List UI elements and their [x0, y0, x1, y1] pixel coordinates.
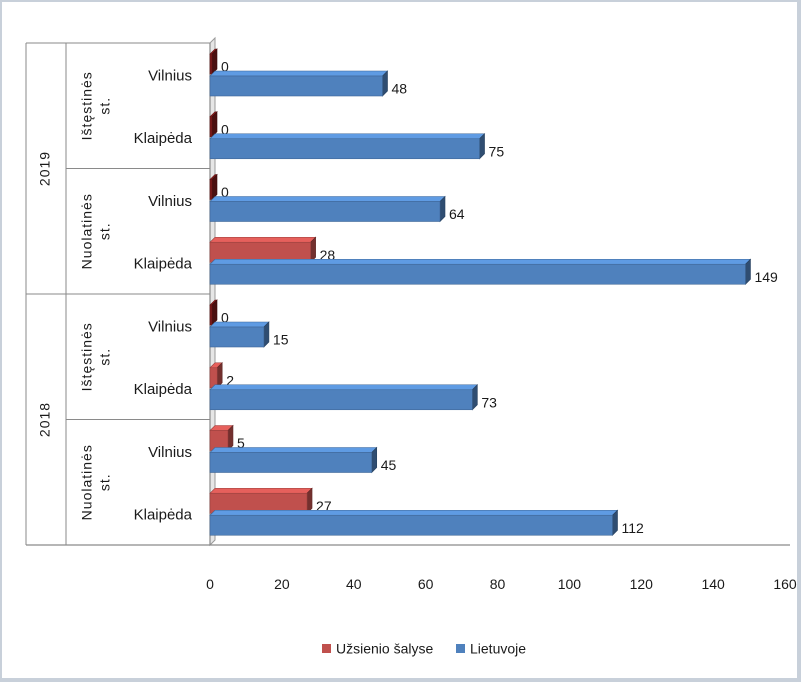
bar-uzsienio: [209, 179, 213, 200]
x-tick-label: 0: [206, 576, 214, 592]
data-label: 2: [226, 372, 234, 388]
bar-uzsienio-top: [209, 236, 317, 243]
data-label: 64: [449, 206, 465, 222]
city-label: Vilnius: [148, 193, 192, 210]
legend-label-lietuvoje: Lietuvoje: [470, 641, 526, 657]
data-label: 45: [381, 457, 397, 473]
city-label: Klaipėda: [134, 507, 193, 524]
bar-lietuvoje: [209, 389, 473, 411]
group-label: st.: [97, 473, 113, 491]
city-label: Klaipėda: [134, 256, 193, 273]
year-label: 2019: [37, 151, 53, 186]
year-label: 2018: [37, 402, 53, 437]
legend-swatch-lietuvoje: [456, 644, 465, 653]
data-label: 0: [221, 59, 229, 75]
data-label: 112: [622, 520, 645, 536]
legend-swatch-uzsienio: [322, 644, 331, 653]
x-tick-label: 140: [701, 576, 725, 592]
x-tick-label: 20: [274, 576, 290, 592]
city-label: Vilnius: [148, 67, 192, 84]
bar-uzsienio: [209, 116, 213, 138]
legend-label-uzsienio: Užsienio šalyse: [336, 641, 433, 657]
bar-lietuvoje-top: [209, 196, 446, 202]
bar-lietuvoje: [209, 75, 383, 97]
data-label: 0: [221, 121, 229, 137]
data-label: 0: [221, 310, 229, 326]
bar-lietuvoje: [209, 201, 441, 222]
bar-lietuvoje-top: [209, 447, 378, 453]
group-label: Ištęstinės: [79, 71, 95, 140]
data-label: 5: [237, 435, 245, 451]
x-tick-label: 60: [418, 576, 434, 592]
x-tick-label: 80: [490, 576, 506, 592]
data-label: 73: [481, 394, 497, 410]
bar-uzsienio: [209, 53, 213, 75]
data-label: 15: [273, 332, 289, 348]
group-label: Ištęstinės: [79, 322, 95, 391]
x-tick-label: 160: [773, 576, 797, 592]
x-tick-label: 40: [346, 576, 362, 592]
bar-lietuvoje: [209, 452, 373, 473]
bar-lietuvoje-top: [209, 509, 619, 516]
data-label: 0: [221, 184, 229, 200]
group-label: Nuolatinės: [79, 193, 95, 269]
bar-lietuvoje: [209, 138, 480, 160]
city-label: Vilnius: [148, 318, 192, 335]
bar-lietuvoje: [209, 326, 265, 348]
group-label: st.: [97, 97, 113, 115]
bar-uzsienio-top: [209, 487, 313, 494]
bar-uzsienio: [209, 304, 213, 326]
group-label: st.: [97, 222, 113, 240]
x-tick-label: 120: [630, 576, 654, 592]
x-tick-label: 100: [558, 576, 582, 592]
bar-lietuvoje-top: [209, 133, 486, 140]
city-label: Klaipėda: [134, 381, 193, 398]
data-label: 75: [489, 143, 505, 159]
bar-lietuvoje-top: [209, 321, 270, 328]
group-label: Nuolatinės: [79, 444, 95, 520]
data-label: 48: [392, 81, 408, 97]
bar-lietuvoje-top: [209, 258, 752, 265]
data-label: 149: [754, 269, 778, 285]
bar-lietuvoje-top: [209, 384, 479, 391]
bar-lietuvoje-top: [209, 70, 389, 77]
city-label: Klaipėda: [134, 130, 193, 147]
bar-lietuvoje: [209, 263, 746, 285]
group-label: st.: [97, 348, 113, 366]
city-label: Vilnius: [148, 444, 192, 461]
bar-lietuvoje: [209, 514, 613, 536]
